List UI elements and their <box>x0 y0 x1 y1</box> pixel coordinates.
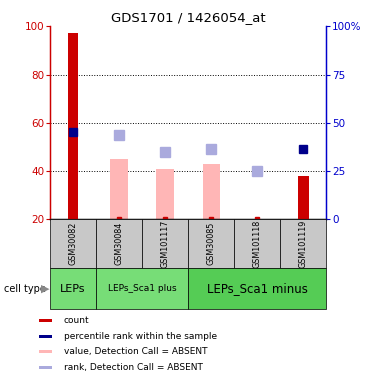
Text: GSM101117: GSM101117 <box>161 220 170 268</box>
Bar <box>203 164 220 219</box>
Bar <box>50 219 96 268</box>
Text: rank, Detection Call = ABSENT: rank, Detection Call = ABSENT <box>63 363 203 372</box>
Bar <box>68 33 78 219</box>
Bar <box>39 366 52 369</box>
Bar <box>39 320 52 322</box>
Bar <box>96 268 188 309</box>
Bar <box>188 268 326 309</box>
Bar <box>280 219 326 268</box>
Bar <box>39 335 52 338</box>
Bar <box>50 268 96 309</box>
Bar <box>39 350 52 353</box>
Text: value, Detection Call = ABSENT: value, Detection Call = ABSENT <box>63 347 207 356</box>
Bar <box>111 159 128 219</box>
Text: GSM30084: GSM30084 <box>115 222 124 266</box>
Text: ▶: ▶ <box>41 284 49 294</box>
Text: GSM30082: GSM30082 <box>69 222 78 266</box>
Title: GDS1701 / 1426054_at: GDS1701 / 1426054_at <box>111 11 266 24</box>
Text: GSM101119: GSM101119 <box>299 220 308 268</box>
Text: percentile rank within the sample: percentile rank within the sample <box>63 332 217 341</box>
Text: LEPs_Sca1 minus: LEPs_Sca1 minus <box>207 282 308 295</box>
Bar <box>96 219 142 268</box>
Text: GSM101118: GSM101118 <box>253 220 262 268</box>
Text: cell type: cell type <box>4 284 46 294</box>
Text: count: count <box>63 316 89 326</box>
Text: LEPs: LEPs <box>60 284 86 294</box>
Bar <box>142 219 188 268</box>
Bar <box>188 219 234 268</box>
Text: LEPs_Sca1 plus: LEPs_Sca1 plus <box>108 284 177 293</box>
Bar <box>298 176 309 219</box>
Bar <box>234 219 280 268</box>
Bar <box>157 169 174 219</box>
Text: GSM30085: GSM30085 <box>207 222 216 266</box>
